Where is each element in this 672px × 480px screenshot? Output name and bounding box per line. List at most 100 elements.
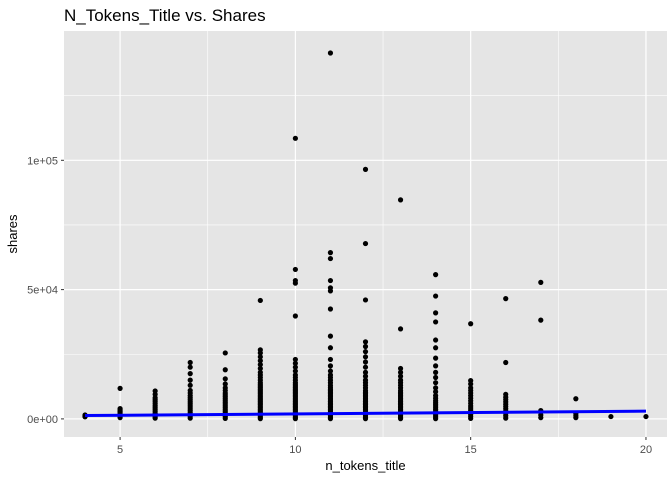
data-point bbox=[257, 361, 263, 368]
data-point bbox=[257, 347, 263, 353]
data-point bbox=[433, 369, 439, 375]
data-point bbox=[433, 272, 439, 278]
data-point bbox=[327, 255, 334, 262]
data-point bbox=[292, 135, 298, 141]
data-point bbox=[433, 293, 439, 299]
x-tick-label: 20 bbox=[640, 444, 652, 456]
data-point bbox=[608, 413, 614, 420]
data-point bbox=[503, 359, 509, 366]
data-point bbox=[362, 354, 369, 360]
data-point bbox=[327, 345, 334, 351]
data-point bbox=[327, 368, 334, 374]
data-point bbox=[257, 365, 263, 372]
data-point bbox=[222, 367, 228, 373]
data-point bbox=[433, 363, 439, 369]
data-point bbox=[362, 166, 369, 172]
data-point bbox=[433, 374, 439, 381]
data-point bbox=[397, 373, 404, 379]
data-point bbox=[538, 279, 544, 285]
data-point bbox=[362, 377, 369, 383]
data-point bbox=[468, 385, 474, 391]
data-point bbox=[362, 339, 369, 345]
data-point bbox=[327, 250, 334, 256]
y-tick-label: 0e+00 bbox=[27, 414, 58, 426]
x-tick-label: 15 bbox=[465, 444, 477, 456]
x-axis: 5 10 15 20 bbox=[117, 437, 652, 456]
data-point bbox=[222, 350, 228, 356]
x-axis-title: n_tokens_title bbox=[325, 458, 405, 473]
data-point bbox=[397, 326, 404, 332]
data-point bbox=[257, 297, 263, 304]
data-point bbox=[433, 310, 439, 316]
data-point bbox=[292, 364, 298, 370]
data-point bbox=[257, 358, 263, 364]
data-point bbox=[433, 337, 439, 343]
data-point bbox=[222, 385, 228, 391]
data-point bbox=[433, 355, 439, 361]
chart-title: N_Tokens_Title vs. Shares bbox=[64, 6, 266, 25]
data-point bbox=[433, 385, 439, 391]
data-point bbox=[257, 354, 263, 360]
data-point bbox=[327, 306, 334, 312]
data-point bbox=[257, 369, 263, 375]
data-point bbox=[538, 317, 544, 323]
data-point bbox=[362, 364, 369, 370]
data-point bbox=[327, 363, 334, 369]
y-tick-label: 5e+04 bbox=[27, 285, 58, 297]
data-point bbox=[362, 369, 369, 375]
data-point bbox=[187, 387, 193, 394]
data-point bbox=[433, 345, 439, 351]
trend-line bbox=[85, 409, 646, 418]
data-point bbox=[327, 333, 334, 339]
data-point bbox=[292, 368, 298, 374]
data-point bbox=[292, 277, 298, 284]
trend-line-layer bbox=[85, 409, 646, 418]
data-point bbox=[433, 380, 439, 386]
data-point bbox=[362, 343, 369, 350]
y-axis: 0e+00 5e+04 1e+05 bbox=[27, 155, 64, 426]
y-axis-title: shares bbox=[5, 214, 20, 254]
data-point bbox=[362, 359, 369, 365]
data-point bbox=[362, 240, 369, 247]
data-point bbox=[222, 381, 228, 387]
data-point bbox=[468, 321, 474, 327]
data-point bbox=[187, 364, 193, 370]
data-point bbox=[327, 372, 334, 378]
data-point bbox=[433, 319, 439, 325]
data-point bbox=[433, 389, 439, 395]
data-point bbox=[292, 372, 298, 378]
x-tick-label: 10 bbox=[289, 444, 301, 456]
data-point bbox=[362, 297, 369, 303]
y-tick-label: 1e+05 bbox=[27, 155, 58, 167]
data-point bbox=[152, 388, 158, 394]
data-point bbox=[573, 396, 579, 402]
data-point bbox=[468, 378, 474, 384]
data-point bbox=[187, 359, 193, 366]
data-point bbox=[397, 365, 404, 372]
data-point bbox=[327, 277, 334, 284]
x-tick-label: 5 bbox=[117, 444, 123, 456]
data-point bbox=[292, 313, 298, 319]
data-point bbox=[187, 377, 193, 383]
data-point bbox=[362, 349, 369, 355]
data-point bbox=[397, 377, 404, 383]
data-point bbox=[362, 373, 369, 379]
data-point bbox=[503, 391, 509, 397]
data-point bbox=[292, 266, 298, 273]
data-point bbox=[187, 382, 193, 388]
data-point bbox=[397, 197, 404, 203]
data-point bbox=[433, 393, 439, 399]
data-point bbox=[503, 296, 509, 302]
data-point bbox=[117, 405, 123, 412]
data-point bbox=[292, 360, 298, 366]
data-point bbox=[222, 376, 228, 382]
data-point bbox=[643, 413, 649, 420]
data-point bbox=[292, 356, 298, 363]
data-point bbox=[187, 371, 193, 377]
data-point bbox=[397, 369, 404, 375]
data-point bbox=[327, 50, 334, 56]
data-point bbox=[327, 356, 334, 363]
data-point bbox=[117, 385, 123, 391]
data-point bbox=[327, 285, 334, 291]
